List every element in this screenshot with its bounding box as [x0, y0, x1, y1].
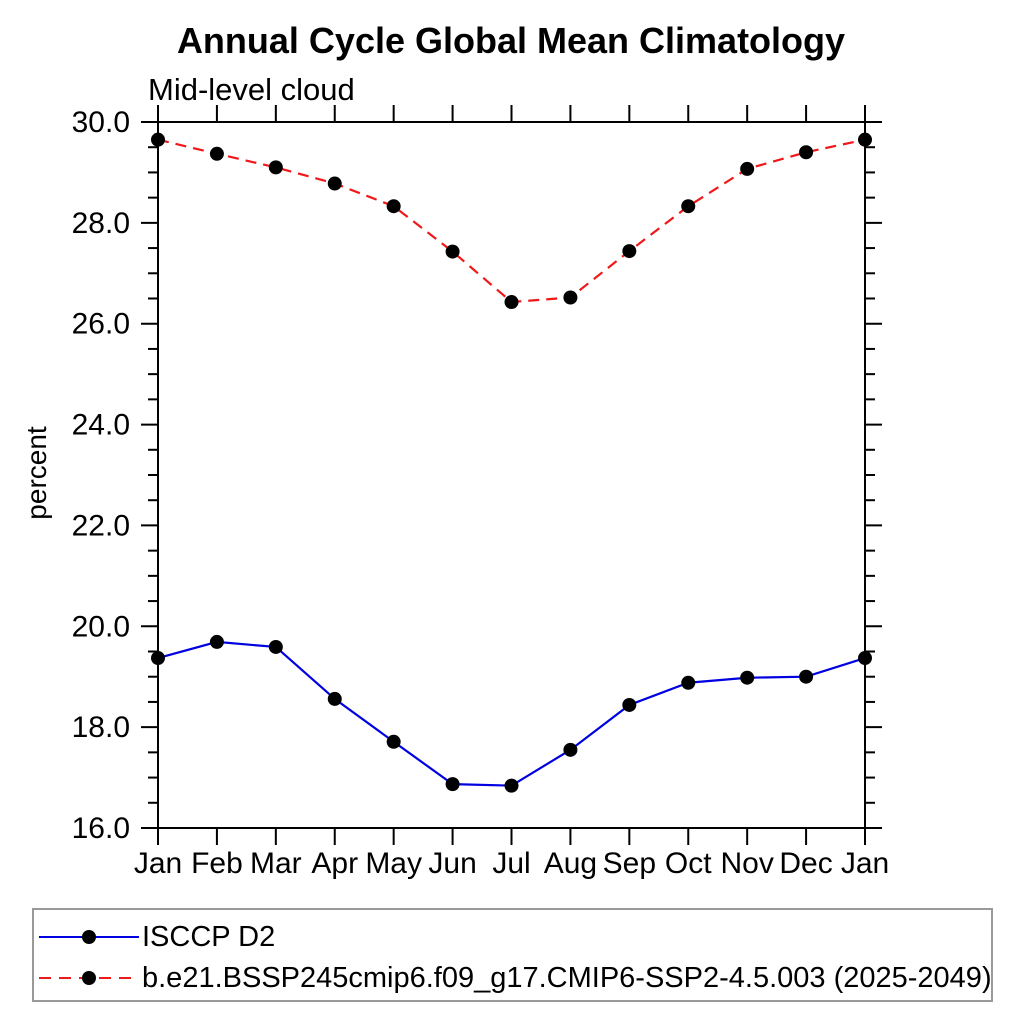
legend-label-isccp: ISCCP D2: [142, 921, 276, 953]
x-tick-label: Apr: [311, 847, 358, 880]
legend-marker-dot: [82, 930, 96, 944]
data-point-marker: [209, 634, 224, 649]
x-tick-label: Jan: [134, 847, 182, 880]
data-point-marker: [622, 244, 637, 259]
legend-item-isccp: ISCCP D2: [39, 922, 275, 952]
series-line-isccp: [157, 640, 866, 787]
y-tick-label: 28.0: [72, 207, 130, 240]
data-point-marker: [563, 742, 578, 757]
data-point-marker: [858, 132, 872, 147]
x-tick-label: Mar: [250, 847, 302, 880]
y-axis-label: percent: [21, 426, 52, 520]
y-tick-label: 20.0: [72, 610, 130, 643]
chart-subtitle: Mid-level cloud: [148, 72, 355, 107]
y-tick-label: 30.0: [72, 106, 130, 139]
legend-marker-dot: [82, 971, 96, 985]
y-tick-label: 24.0: [72, 409, 130, 442]
data-point-marker: [327, 176, 342, 191]
data-point-marker: [151, 132, 165, 147]
data-point-marker: [799, 669, 814, 684]
data-point-marker: [563, 290, 578, 305]
data-point-marker: [504, 295, 519, 310]
data-point-marker: [268, 160, 283, 175]
chart-title: Annual Cycle Global Mean Climatology: [177, 20, 845, 61]
data-point-marker: [740, 670, 755, 685]
series-line-model: [157, 138, 866, 304]
legend-label-model: b.e21.BSSP245cmip6.f09_g17.CMIP6-SSP2-4.…: [142, 962, 992, 994]
legend-item-model: b.e21.BSSP245cmip6.f09_g17.CMIP6-SSP2-4.…: [39, 963, 992, 993]
x-tick-label: May: [365, 847, 422, 880]
plot-box: [157, 121, 866, 829]
data-point-marker: [268, 639, 283, 654]
legend-line-sample-solid: [39, 930, 139, 944]
x-tick-label: Dec: [779, 847, 832, 880]
data-point-marker: [151, 651, 165, 666]
x-tick-label: Oct: [665, 847, 712, 880]
series-layer: [151, 132, 872, 793]
x-tick-label: Jun: [428, 847, 476, 880]
data-point-marker: [504, 778, 519, 793]
x-tick-label: Aug: [544, 847, 597, 880]
data-point-marker: [681, 199, 696, 214]
legend: ISCCP D2 b.e21.BSSP245cmip6.f09_g17.CMIP…: [32, 908, 993, 1002]
data-point-marker: [445, 777, 460, 792]
data-point-marker: [445, 244, 460, 259]
data-point-marker: [681, 675, 696, 690]
x-tick-label: Feb: [191, 847, 243, 880]
data-point-marker: [740, 161, 755, 176]
x-tick-label: Jul: [492, 847, 530, 880]
data-point-marker: [386, 199, 401, 214]
y-tick-label: 22.0: [72, 509, 130, 542]
data-point-marker: [799, 145, 814, 160]
axes-layer: Jan Feb Mar Apr May Jun Jul Aug Sep Oct Nov Dec Jan1…: [72, 105, 889, 880]
x-tick-label: Jan: [841, 847, 889, 880]
data-point-marker: [386, 734, 401, 749]
x-tick-label: Nov: [720, 847, 773, 880]
y-tick-label: 16.0: [72, 812, 130, 845]
y-tick-label: 26.0: [72, 308, 130, 341]
x-tick-label: Sep: [603, 847, 656, 880]
data-point-marker: [622, 697, 637, 712]
data-point-marker: [209, 146, 224, 161]
y-tick-label: 18.0: [72, 711, 130, 744]
data-point-marker: [327, 691, 342, 706]
legend-line-sample-dashed: [39, 971, 139, 985]
data-point-marker: [858, 651, 872, 666]
